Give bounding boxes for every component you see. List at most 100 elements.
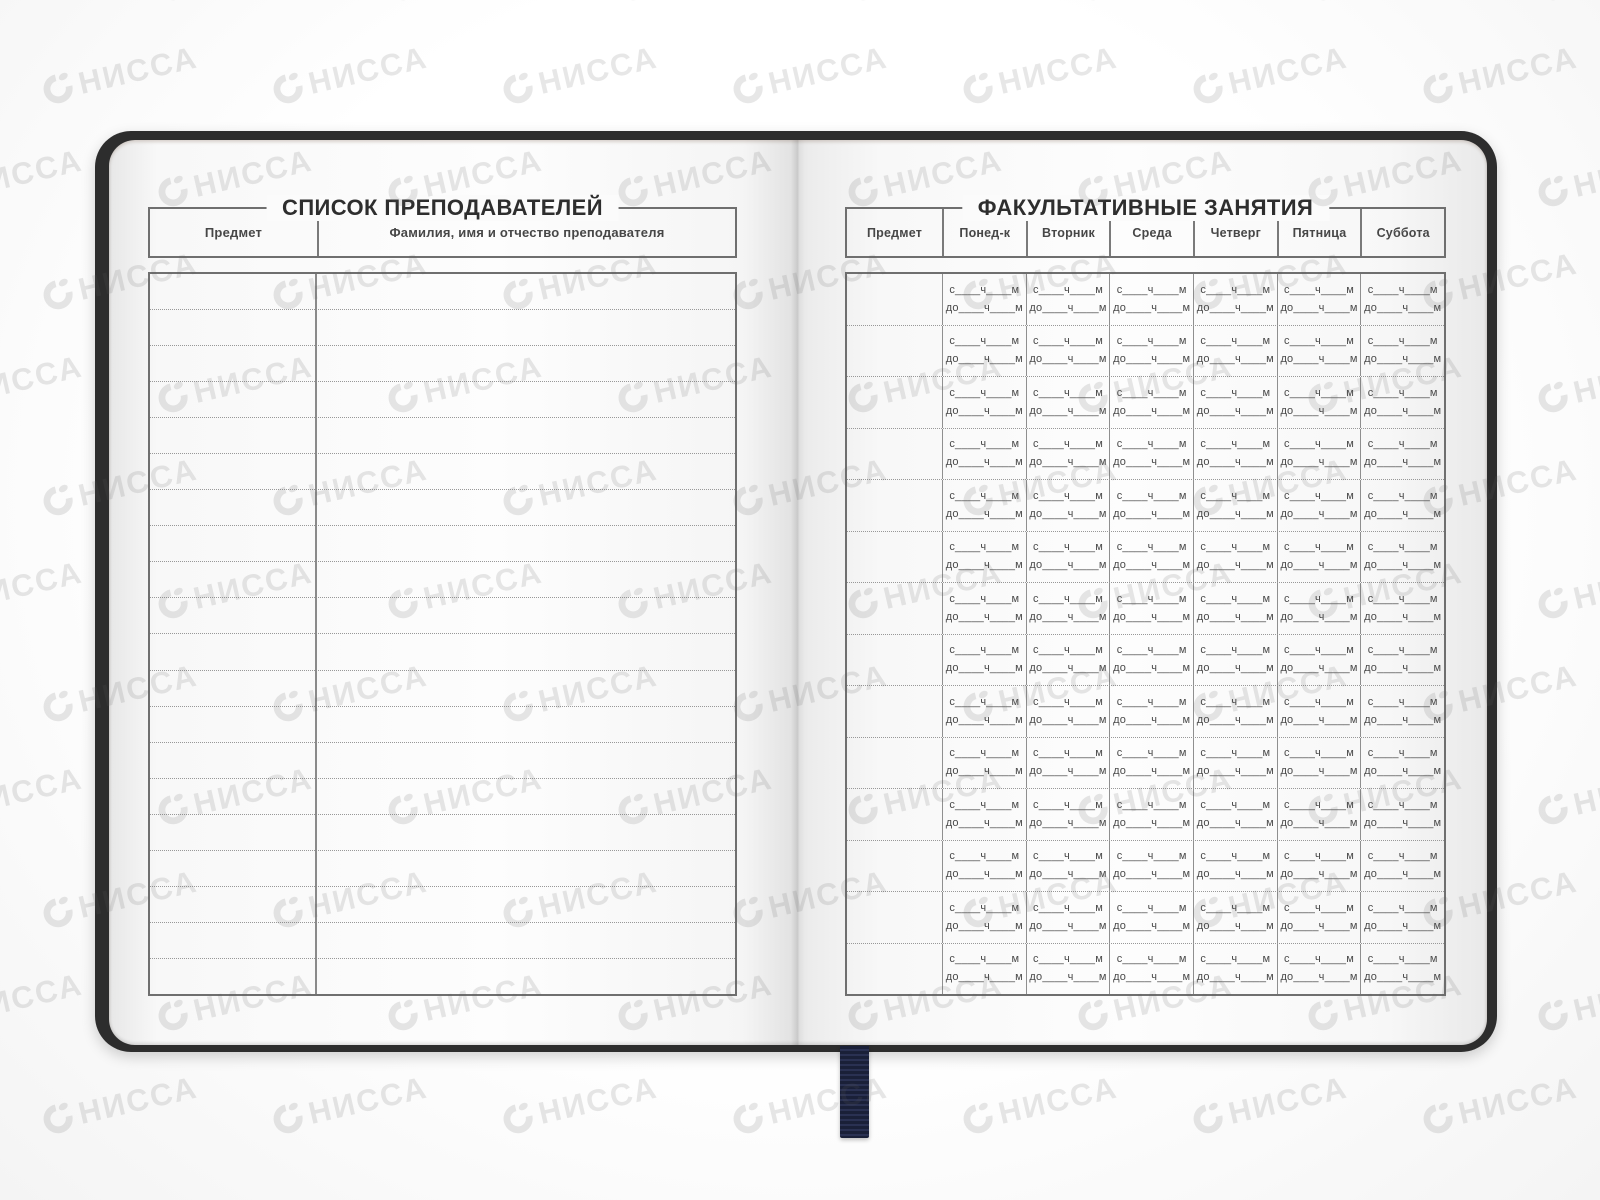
time-cell: с____ч____м до____ч____м bbox=[1360, 789, 1444, 840]
time-to-blank: до____ч____м bbox=[1280, 456, 1358, 469]
nissa-watermark: НИССА bbox=[1418, 39, 1581, 109]
teachers-table-header: СПИСОК ПРЕПОДАВАТЕЛЕЙ Предмет Фамилия, и… bbox=[148, 195, 737, 258]
subject-cell bbox=[847, 583, 942, 634]
teacher-row bbox=[150, 562, 735, 599]
watermark-text: НИССА bbox=[0, 966, 86, 1028]
time-to-blank: до____ч____м bbox=[945, 868, 1023, 881]
time-to-blank: до____ч____м bbox=[1364, 868, 1442, 881]
time-from-blank: с____ч____м bbox=[1116, 335, 1187, 348]
time-cell: с____ч____м до____ч____м bbox=[1025, 892, 1110, 943]
schedule-row: с____ч____м до____ч____м с____ч____м до____… bbox=[847, 943, 1444, 994]
nissa-logo-icon bbox=[848, 0, 878, 1]
time-to-blank: до____ч____м bbox=[1280, 353, 1358, 366]
column-header-tuesday: Вторник bbox=[1025, 209, 1110, 256]
time-to-blank: до____ч____м bbox=[1029, 662, 1107, 675]
teacher-row bbox=[150, 634, 735, 671]
time-cell: с____ч____м до____ч____м bbox=[942, 480, 1026, 531]
time-to-blank: до____ч____м bbox=[1113, 919, 1191, 932]
time-to-blank: до____ч____м bbox=[945, 507, 1023, 520]
time-from-blank: с____ч____м bbox=[1367, 644, 1438, 657]
time-from-blank: с____ч____м bbox=[949, 489, 1020, 502]
time-to-blank: до____ч____м bbox=[1364, 301, 1442, 314]
nissa-logo-icon bbox=[1193, 72, 1223, 104]
nissa-logo-icon bbox=[43, 484, 73, 516]
time-to-blank: до____ч____м bbox=[1280, 919, 1358, 932]
teacher-row bbox=[150, 490, 735, 527]
watermark-text: НИССА bbox=[1570, 966, 1600, 1028]
time-from-blank: с____ч____м bbox=[1200, 695, 1271, 708]
time-cell: с____ч____м до____ч____м bbox=[1025, 943, 1110, 994]
teacher-row bbox=[150, 418, 735, 455]
time-from-blank: с____ч____м bbox=[949, 592, 1020, 605]
time-to-blank: до____ч____м bbox=[1029, 610, 1107, 623]
time-from-blank: с____ч____м bbox=[949, 438, 1020, 451]
time-to-blank: до____ч____м bbox=[1029, 765, 1107, 778]
electives-table-header: ФАКУЛЬТАТИВНЫЕ ЗАНЯТИЯ Предмет Понед-к В… bbox=[845, 195, 1446, 258]
schedule-row: с____ч____м до____ч____м с____ч____м до____… bbox=[847, 840, 1444, 892]
nissa-logo-icon bbox=[1193, 1102, 1223, 1134]
time-cell: с____ч____м до____ч____м bbox=[1360, 274, 1444, 325]
time-to-blank: до____ч____м bbox=[1280, 713, 1358, 726]
time-to-blank: до____ч____м bbox=[945, 662, 1023, 675]
time-to-blank: до____ч____м bbox=[945, 559, 1023, 572]
nissa-watermark: НИССА bbox=[958, 1069, 1121, 1139]
time-cell: с____ч____м до____ч____м bbox=[1360, 634, 1444, 685]
watermark-text: НИССА bbox=[1455, 1069, 1581, 1131]
time-from-blank: с____ч____м bbox=[1116, 592, 1187, 605]
time-to-blank: до____ч____м bbox=[945, 919, 1023, 932]
time-from-blank: с____ч____м bbox=[1033, 747, 1103, 760]
watermark-text: НИССА bbox=[765, 39, 891, 101]
nissa-watermark: НИССА bbox=[1533, 0, 1600, 5]
time-from-blank: с____ч____м bbox=[1367, 695, 1438, 708]
time-to-blank: до____ч____м bbox=[945, 971, 1023, 984]
time-from-blank: с____ч____м bbox=[1200, 850, 1271, 863]
teacher-row bbox=[150, 887, 735, 923]
time-from-blank: с____ч____м bbox=[1284, 386, 1354, 399]
time-to-blank: до____ч____м bbox=[1280, 868, 1358, 881]
time-from-blank: с____ч____м bbox=[1367, 901, 1438, 914]
time-cell: с____ч____м до____ч____м bbox=[942, 789, 1026, 840]
left-page-title: СПИСОК ПРЕПОДАВАТЕЛЕЙ bbox=[266, 195, 619, 221]
time-from-blank: с____ч____м bbox=[1200, 335, 1271, 348]
subject-cell bbox=[847, 841, 942, 892]
bookmark-ribbon bbox=[840, 1046, 869, 1138]
nissa-watermark: НИССА bbox=[1418, 1069, 1581, 1139]
nissa-watermark: НИССА bbox=[958, 39, 1121, 109]
nissa-logo-icon bbox=[43, 690, 73, 722]
time-to-blank: до____ч____м bbox=[1113, 559, 1191, 572]
time-cell: с____ч____м до____ч____м bbox=[1360, 480, 1444, 531]
time-cell: с____ч____м до____ч____м bbox=[1109, 634, 1193, 685]
time-cell: с____ч____м до____ч____м bbox=[1276, 634, 1361, 685]
column-header-monday: Понед-к bbox=[942, 209, 1026, 256]
time-to-blank: до____ч____м bbox=[1113, 301, 1191, 314]
time-from-blank: с____ч____м bbox=[1033, 335, 1103, 348]
nissa-logo-icon bbox=[618, 0, 648, 1]
watermark-text: НИССА bbox=[75, 39, 201, 101]
nissa-watermark: НИССА bbox=[153, 0, 315, 5]
time-from-blank: с____ч____м bbox=[1284, 953, 1354, 966]
schedule-row: с____ч____м до____ч____м с____ч____м до____… bbox=[847, 325, 1444, 377]
page-gutter bbox=[791, 140, 805, 1045]
nissa-logo-icon bbox=[43, 896, 73, 928]
time-cell: с____ч____м до____ч____м bbox=[1276, 274, 1361, 325]
time-to-blank: до____ч____м bbox=[1196, 404, 1274, 417]
time-from-blank: с____ч____м bbox=[1284, 283, 1354, 296]
time-to-blank: до____ч____м bbox=[1196, 713, 1274, 726]
time-to-blank: до____ч____м bbox=[1280, 765, 1358, 778]
nissa-watermark: НИССА bbox=[268, 1069, 431, 1139]
teacher-row bbox=[150, 707, 735, 743]
time-to-blank: до____ч____м bbox=[1280, 662, 1358, 675]
time-cell: с____ч____м до____ч____м bbox=[1193, 480, 1277, 531]
open-pages: СПИСОК ПРЕПОДАВАТЕЛЕЙ Предмет Фамилия, и… bbox=[109, 140, 1487, 1045]
teacher-row bbox=[150, 274, 735, 311]
notebook-cover: СПИСОК ПРЕПОДАВАТЕЛЕЙ Предмет Фамилия, и… bbox=[95, 131, 1497, 1052]
time-to-blank: до____ч____м bbox=[1113, 816, 1191, 829]
time-to-blank: до____ч____м bbox=[1029, 301, 1107, 314]
time-to-blank: до____ч____м bbox=[1280, 404, 1358, 417]
schedule-row: с____ч____м до____ч____м с____ч____м до____… bbox=[847, 583, 1444, 635]
time-cell: с____ч____м до____ч____м bbox=[1193, 840, 1277, 891]
time-cell: с____ч____м до____ч____м bbox=[1276, 480, 1361, 531]
time-to-blank: до____ч____м bbox=[1196, 971, 1274, 984]
teacher-row bbox=[150, 743, 735, 779]
time-cell: с____ч____м до____ч____м bbox=[1025, 789, 1110, 840]
